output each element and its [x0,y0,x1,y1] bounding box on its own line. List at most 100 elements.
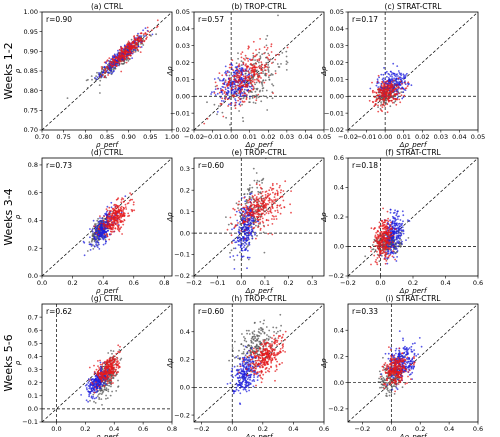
scatter-point-red [103,76,106,78]
scatter-point-blue [395,80,398,83]
scatter-point-red [246,220,249,223]
scatter-point-red [263,81,266,84]
scatter-point-red [383,96,386,99]
scatter-point-red [226,228,229,231]
scatter-point-red [250,75,253,78]
scatter-point-red [96,384,99,387]
scatter-point-blue [85,399,88,402]
scatter-point-blue [400,78,402,81]
scatter-point-red [235,81,237,83]
scatter-point-blue [397,70,400,72]
scatter-point-blue [88,395,90,398]
y-tick-label: 0.80 [24,87,38,95]
scatter-point-gray [380,97,382,100]
scatter-point-red [374,260,377,263]
scatter-point-red [249,217,252,219]
scatter-point-gray [255,172,258,174]
scatter-point-blue [93,245,96,248]
scatter-point-red [268,201,271,204]
scatter-point-blue [394,209,396,212]
scatter-point-red [387,256,390,259]
scatter-point-blue [99,235,102,238]
scatter-point-red [104,69,106,71]
scatter-point-gray [109,394,112,397]
scatter-point-red [263,213,266,216]
scatter-point-red [253,215,256,218]
scatter-point-red [254,68,256,71]
scatter-point-blue [94,241,97,244]
scatter-point-gray [267,52,270,55]
axes-frame [193,157,325,277]
scatter-point-red [275,215,277,218]
x-tick-label: 0.01 [396,133,410,141]
y-tick-label: −0.02 [170,126,190,134]
scatter-point-red [270,45,273,48]
scatter-point-blue [246,237,248,239]
scatter-point-red [112,212,114,215]
y-tick-label: 0.01 [330,76,344,84]
scatter-point-red [386,240,389,243]
scatter-point-blue [237,94,239,97]
scatter-point-red [252,88,254,91]
scatter-point-gray [91,78,93,81]
scatter-point-red [226,71,229,73]
scatter-point-red [369,246,372,249]
scatter-point-red [376,247,379,250]
scatter-point-red [119,208,122,211]
scatter-point-blue [380,73,383,76]
scatter-point-red [131,198,134,201]
scatter-point-gray [375,97,378,99]
scatter-point-blue [94,227,97,230]
scatter-point-red [289,203,291,206]
scatter-point-gray [101,404,103,406]
scatter-point-gray [262,231,265,234]
scatter-point-red [257,209,259,212]
scatter-point-gray [107,352,110,354]
scatter-point-red [398,98,401,101]
scatter-point-red [388,88,390,91]
scatter-point-gray [111,390,113,393]
scatter-point-red [372,91,374,94]
axes-frame [41,157,173,277]
scatter-point-red [383,226,386,229]
scatter-point-blue [89,384,91,386]
scatter-point-blue [404,74,407,76]
scatter-point-gray [225,116,228,119]
scatter-point-red [113,217,116,219]
scatter-point-gray [120,62,123,65]
scatter-point-red [106,60,108,62]
scatter-point-blue [216,92,219,95]
scatter-point-red [128,199,131,202]
scatter-point-red [383,243,386,246]
scatter-point-red [114,60,116,63]
scatter-point-gray [258,180,261,183]
scatter-point-red [277,211,279,214]
scatter-point-red [271,62,273,64]
scatter-point-red [242,206,245,209]
scatter-point-red [142,33,145,36]
scatter-point-red [226,85,229,87]
scatter-point-red [279,212,282,215]
scatter-point-red [247,209,250,212]
scatter-point-red [258,184,261,186]
scatter-point-red [237,72,240,75]
scatter-point-gray [276,63,279,65]
scatter-point-gray [206,101,208,104]
x-tick-label: −0.2 [186,279,202,287]
x-tick-label: 0.0 [37,279,47,287]
scatter-point-blue [254,231,257,234]
scatter-point-red [252,68,255,71]
scatter-point-red [239,104,242,107]
scatter-point-blue [243,233,246,235]
scatter-point-red [122,207,125,209]
scatter-point-red [145,38,148,40]
scatter-point-gray [400,239,402,241]
scatter-point-red [224,86,227,89]
scatter-point-red [390,85,393,88]
scatter-point-blue [236,91,238,93]
scatter-point-gray [261,53,264,56]
scatter-point-blue [239,221,241,223]
scatter-point-gray [256,179,259,182]
x-axis-label: ρ_perf [96,287,120,295]
scatter-point-blue [240,77,243,79]
